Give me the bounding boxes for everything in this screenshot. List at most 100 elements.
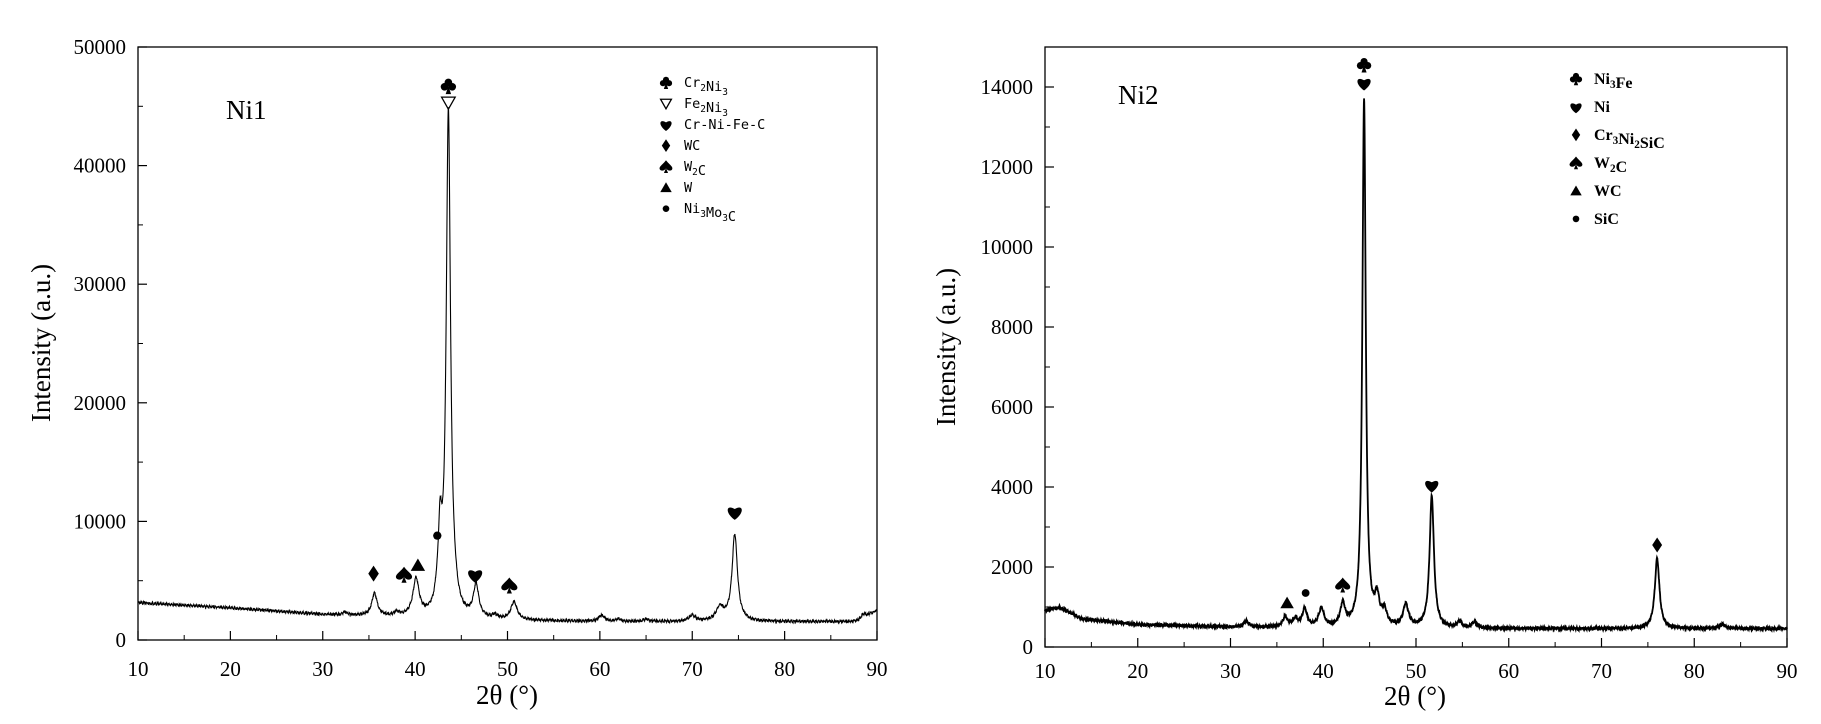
x-tick-label: 10 [1035,659,1056,683]
triangle-up-legend-icon [1570,185,1582,196]
y-tick-label: 10000 [74,509,127,533]
x-tick-label: 30 [1220,659,1241,683]
y-tick-label: 10000 [981,235,1034,259]
heart-legend-icon [1570,103,1582,114]
y-axis-label: Intensity (a.u.) [931,268,961,426]
legend-item: WC [661,138,700,154]
diamond-marker-icon [368,565,379,582]
plot-frame [137,46,878,641]
panel-label: Ni1 [226,95,267,125]
x-tick-label: 60 [1498,659,1519,683]
x-tick-label: 20 [1127,659,1148,683]
legend-label: Cr3Ni2SiC [1594,127,1665,152]
spade-legend-icon [1569,156,1583,170]
heart-marker-icon [727,507,742,520]
triangle-up-marker-icon [1280,596,1294,609]
club-legend-icon [1569,72,1583,86]
x-tick-label: 70 [682,657,703,681]
y-axis: 0 2000 4000 6000 8000 10000 12000 14000 [981,75,1054,659]
y-tick-label: 4000 [991,475,1033,499]
legend-label: Ni3Mo3C [684,201,736,225]
x-tick-label: 30 [312,657,333,681]
club-legend-icon [659,76,673,90]
triangle-up-marker-icon [410,558,426,571]
heart-legend-icon [660,121,672,132]
spade-marker-icon [1335,577,1351,593]
x-tick-label: 50 [1406,659,1427,683]
diamond-marker-icon [1652,537,1663,553]
diamond-legend-icon [1571,128,1581,142]
y-axis: 0 10000 20000 30000 40000 50000 [74,35,147,652]
triangle-up-legend-icon [660,182,672,193]
x-axis-label: 2θ (°) [1384,681,1446,711]
x-tick-label: 90 [867,657,888,681]
heart-marker-icon [468,570,483,583]
y-tick-label: 50000 [74,35,127,59]
diffraction-pattern-line [137,107,878,625]
circle-legend-icon [662,205,670,212]
x-tick-label: 10 [128,657,149,681]
legend-item: W [660,180,693,196]
legend-label: Ni3Fe [1594,71,1632,92]
x-tick-label: 60 [589,657,610,681]
legend-label: Fe2Ni3 [684,96,728,119]
club-marker-icon [1356,57,1372,73]
triangle-down-open-legend-icon [659,98,673,111]
x-tick-label: 80 [1684,659,1705,683]
heart-marker-icon [1357,78,1371,91]
x-axis-label: 2θ (°) [476,680,538,710]
xrd-panel-ni2: 10 20 30 40 50 60 70 80 90 0 2000 4000 6000 8000 1000… [931,46,1798,711]
xrd-panel-ni1: 10 20 30 40 50 60 70 80 90 0 10000 20000 30000 40000… [26,35,888,710]
legend-item: W2C [1569,155,1627,176]
diffraction-pattern-line [1044,98,1788,634]
y-tick-label: 2000 [991,555,1033,579]
legend-item: Cr-Ni-Fe-C [660,117,765,133]
legend-label: W [684,180,693,196]
legend-item: Cr2Ni3 [659,75,728,98]
y-tick-label: 30000 [74,272,127,296]
legend-label: WC [684,138,700,154]
circle-legend-icon [1572,215,1580,223]
y-tick-label: 40000 [74,154,127,178]
legend-item: WC [1570,183,1622,200]
legend-item: Cr3Ni2SiC [1571,127,1665,152]
peak-annotations [1280,57,1663,609]
legend-label: Cr2Ni3 [684,75,728,98]
legend-label: Ni [1594,99,1611,116]
peak-annotations [368,78,742,594]
legend-item: Ni3Fe [1569,71,1632,92]
legend-label: SiC [1594,211,1619,228]
x-tick-label: 90 [1777,659,1798,683]
x-tick-label: 80 [774,657,795,681]
y-tick-label: 20000 [74,391,127,415]
legend-item: Ni [1570,99,1611,116]
x-axis: 10 20 30 40 50 60 70 80 90 [128,631,888,681]
y-axis-label: Intensity (a.u.) [26,264,56,422]
legend-item: W2C [659,159,706,179]
circle-marker-icon [1301,589,1310,597]
y-tick-label: 14000 [981,75,1034,99]
legend-item: SiC [1572,211,1619,228]
x-tick-label: 40 [1313,659,1334,683]
x-tick-label: 40 [405,657,426,681]
diamond-legend-icon [661,139,671,153]
triangle-down-open-marker-icon [440,96,457,111]
y-tick-label: 0 [116,628,127,652]
spade-marker-icon [395,566,413,583]
plot-frame [1044,46,1788,648]
y-tick-label: 0 [1023,635,1034,659]
spade-legend-icon [659,160,673,174]
circle-marker-icon [433,531,442,540]
x-tick-label: 20 [220,657,241,681]
legend-item: Ni3Mo3C [662,201,736,225]
legend-label: WC [1594,183,1622,200]
y-tick-label: 8000 [991,315,1033,339]
legend-label: W2C [1594,155,1627,176]
legend-label: Cr-Ni-Fe-C [684,117,765,133]
x-tick-label: 70 [1591,659,1612,683]
y-tick-label: 12000 [981,155,1034,179]
panel-label: Ni2 [1118,80,1159,110]
y-tick-label: 6000 [991,395,1033,419]
